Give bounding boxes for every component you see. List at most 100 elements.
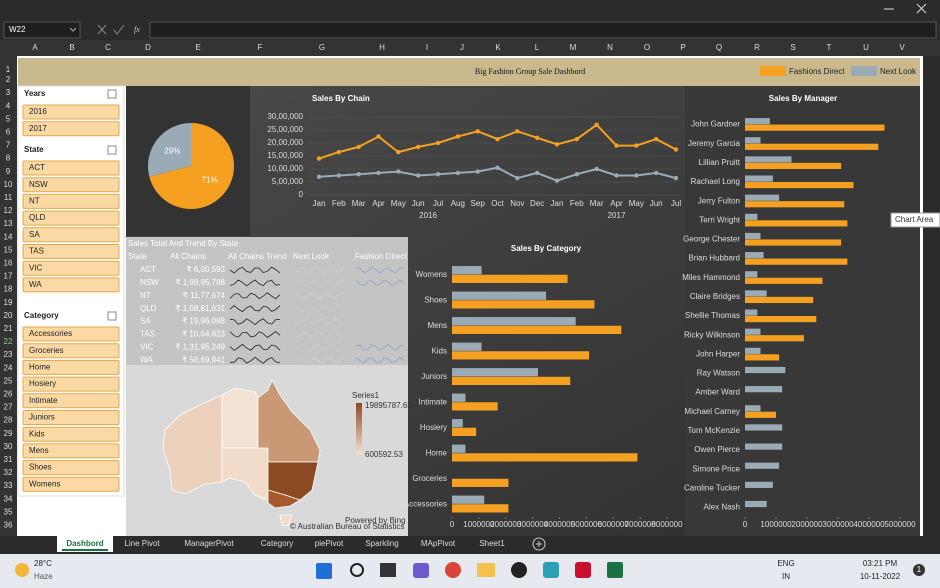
mcafee[interactable] bbox=[575, 562, 591, 578]
name-box[interactable] bbox=[3, 21, 81, 39]
table-cell: ₹ 1,98,95,788 bbox=[175, 278, 225, 287]
series-point bbox=[435, 172, 441, 177]
wa[interactable] bbox=[162, 394, 223, 495]
bar bbox=[745, 124, 885, 131]
chrome[interactable] bbox=[445, 562, 461, 578]
teams[interactable] bbox=[413, 563, 429, 578]
slicer-item[interactable] bbox=[22, 476, 120, 492]
sheet-tab[interactable]: Dashbord bbox=[66, 539, 103, 548]
slicer-item[interactable] bbox=[22, 244, 120, 259]
slicer-item[interactable] bbox=[22, 104, 120, 120]
row-header: 36 bbox=[4, 521, 13, 530]
table-header: All Chains bbox=[170, 252, 206, 261]
table-cell: ₹ 6,00,593 bbox=[187, 265, 226, 274]
table-cell: ₹ 11,77,674 bbox=[183, 291, 226, 300]
row-header: 20 bbox=[4, 311, 13, 320]
bar bbox=[452, 274, 568, 283]
region: IN bbox=[782, 572, 790, 581]
table-title: Sales Total And Trend By State bbox=[128, 239, 239, 248]
dashboard-title: Big Fashion Group Sale Dashbord bbox=[475, 67, 585, 76]
slicer-clear-icon[interactable] bbox=[107, 89, 117, 99]
series-point bbox=[475, 129, 480, 134]
explorer[interactable] bbox=[477, 563, 495, 577]
slicer-clear-icon[interactable] bbox=[107, 311, 117, 321]
row-header: 13 bbox=[4, 219, 13, 228]
fx[interactable]: fx bbox=[134, 25, 140, 34]
x-tick-label: 2000000 bbox=[490, 520, 522, 529]
close[interactable] bbox=[916, 3, 927, 14]
y-tick-label: John Gardner bbox=[691, 120, 740, 129]
slicer-item[interactable] bbox=[22, 227, 120, 243]
row-header: 3 bbox=[6, 88, 11, 97]
dropdown bbox=[69, 27, 77, 32]
table-header: State bbox=[128, 252, 147, 261]
active-tab[interactable] bbox=[57, 536, 113, 552]
slicer-item[interactable] bbox=[22, 359, 120, 375]
row-header: 24 bbox=[4, 363, 13, 372]
slicer-item[interactable] bbox=[22, 410, 120, 425]
bar bbox=[745, 443, 783, 450]
row-header: 17 bbox=[4, 272, 13, 281]
language[interactable]: ENG bbox=[777, 559, 794, 568]
bar bbox=[452, 453, 638, 462]
slicer-item[interactable] bbox=[22, 343, 120, 359]
add-sheet[interactable] bbox=[532, 537, 546, 551]
dell[interactable] bbox=[511, 562, 527, 578]
series-point bbox=[574, 172, 580, 177]
vic[interactable] bbox=[267, 489, 301, 509]
legend-label: Fashions Direct bbox=[789, 67, 845, 76]
slicer-item-label: NT bbox=[29, 197, 40, 206]
nt[interactable] bbox=[221, 387, 259, 449]
y-tick-label: Kids bbox=[431, 346, 447, 355]
slicer-item[interactable] bbox=[22, 393, 120, 409]
slicer-item[interactable] bbox=[22, 376, 120, 392]
sheet-tab[interactable]: Line Pivot bbox=[124, 539, 160, 548]
slicer-title: Category bbox=[24, 311, 59, 320]
slicer-clear-icon[interactable] bbox=[107, 145, 117, 155]
sheet-tab[interactable]: piePivot bbox=[315, 539, 344, 548]
notification[interactable] bbox=[913, 564, 925, 576]
map-credit: Powered by Bing bbox=[345, 516, 405, 525]
slicer-item[interactable] bbox=[22, 210, 120, 226]
sheet-tab[interactable]: Sparkling bbox=[365, 539, 398, 548]
search[interactable] bbox=[350, 563, 364, 577]
sheet-tab[interactable]: MApPivot bbox=[421, 539, 456, 548]
slicer-item[interactable] bbox=[22, 193, 120, 209]
y-tick-label: Alex Nash bbox=[704, 503, 740, 512]
x-tick-label: Jul bbox=[433, 199, 443, 208]
slicer-item[interactable] bbox=[22, 460, 120, 476]
sheet-tab[interactable]: ManagerPivot bbox=[184, 539, 234, 548]
slicer-item[interactable] bbox=[22, 326, 120, 342]
start[interactable] bbox=[316, 563, 332, 579]
table-header: All Chains Trend bbox=[228, 252, 287, 261]
formula-input[interactable] bbox=[149, 21, 937, 39]
slicer-item[interactable] bbox=[22, 260, 120, 276]
x-tick-label: 6000000 bbox=[598, 520, 630, 529]
task-view[interactable] bbox=[380, 563, 396, 577]
sheet-tab[interactable]: Sheet1 bbox=[479, 539, 505, 548]
slicer-item[interactable] bbox=[22, 177, 120, 193]
time[interactable]: 03:21 PM bbox=[863, 559, 898, 568]
x-tick-label: May bbox=[391, 199, 406, 208]
sparkline bbox=[355, 343, 405, 351]
slicer-item[interactable] bbox=[22, 277, 120, 293]
slicer-item-label: Shoes bbox=[29, 463, 52, 472]
bar bbox=[452, 444, 466, 453]
qld[interactable] bbox=[257, 379, 321, 463]
table-cell: NSW bbox=[140, 278, 159, 287]
australia-map bbox=[162, 379, 321, 527]
slicer-item[interactable] bbox=[22, 443, 120, 459]
row-header: 1 bbox=[6, 65, 11, 74]
column-header: O bbox=[644, 43, 650, 52]
slicer-item[interactable] bbox=[22, 426, 120, 442]
app[interactable] bbox=[543, 562, 559, 578]
excel[interactable] bbox=[607, 562, 623, 578]
weather-icon[interactable] bbox=[15, 563, 29, 577]
y-tick-label: Accessories bbox=[404, 499, 447, 508]
y-tick-label: Rachael Long bbox=[691, 177, 740, 186]
sheet-tab[interactable]: Category bbox=[261, 539, 293, 548]
slicer-item[interactable] bbox=[22, 121, 120, 137]
tas[interactable] bbox=[279, 514, 293, 527]
slicer-item[interactable] bbox=[22, 160, 120, 176]
y-tick-label: Groceries bbox=[412, 474, 447, 483]
